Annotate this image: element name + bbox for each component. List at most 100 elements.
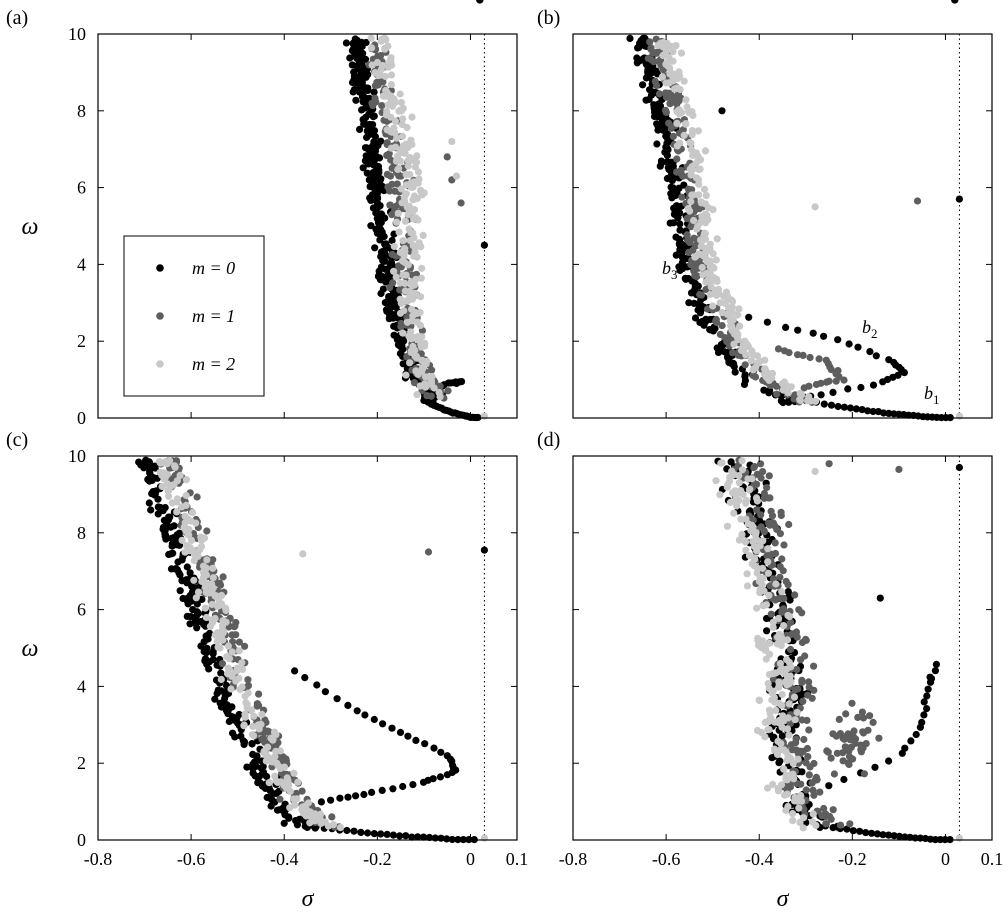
data-point — [646, 86, 654, 94]
data-point — [772, 382, 781, 390]
data-point — [216, 579, 224, 587]
data-point — [300, 808, 308, 817]
data-point — [655, 90, 664, 98]
data-point — [304, 799, 312, 807]
data-point — [381, 34, 389, 42]
data-point — [798, 678, 806, 687]
data-point — [200, 534, 209, 542]
data-point — [255, 721, 263, 730]
x-tick-label: 0.1 — [506, 849, 529, 869]
data-point — [367, 196, 375, 204]
data-point — [368, 174, 376, 183]
data-point — [317, 798, 325, 806]
data-point — [218, 591, 226, 600]
axes-frame — [97, 33, 518, 419]
data-point — [379, 720, 387, 728]
data-point — [690, 234, 698, 242]
data-point — [753, 604, 761, 612]
data-point — [214, 686, 222, 694]
data-point — [662, 79, 670, 87]
data-point — [408, 113, 416, 121]
data-point — [269, 736, 277, 744]
data-point — [859, 714, 868, 722]
legend-marker — [156, 312, 164, 320]
data-point — [409, 229, 417, 237]
data-point — [840, 376, 848, 384]
data-point — [253, 702, 261, 710]
data-point — [401, 199, 409, 207]
data-point — [693, 225, 701, 233]
data-point — [955, 412, 964, 420]
data-point — [452, 379, 461, 387]
data-point — [430, 384, 438, 392]
data-point — [396, 157, 404, 165]
data-point — [692, 160, 700, 168]
data-point — [395, 228, 403, 236]
data-point — [397, 98, 405, 107]
data-point — [809, 786, 817, 794]
data-point — [765, 639, 774, 647]
data-point — [410, 252, 418, 260]
data-point — [369, 113, 377, 121]
data-point — [267, 802, 275, 810]
data-point — [352, 43, 360, 51]
data-point — [876, 594, 884, 602]
data-point — [158, 471, 166, 479]
data-point — [415, 239, 423, 247]
data-point — [437, 748, 445, 756]
data-point — [667, 190, 675, 198]
data-point — [404, 732, 412, 740]
data-point — [412, 736, 420, 745]
data-point — [291, 667, 299, 675]
data-point — [805, 726, 813, 734]
data-point — [738, 457, 746, 465]
data-point — [765, 551, 773, 559]
data-point — [396, 279, 404, 287]
data-point — [782, 323, 790, 331]
data-point — [827, 366, 835, 374]
data-point — [738, 530, 746, 539]
data-point — [359, 66, 367, 74]
data-point — [795, 804, 803, 812]
data-point — [776, 746, 784, 754]
data-point — [709, 206, 717, 214]
data-point — [394, 165, 402, 174]
data-point — [778, 608, 786, 616]
data-point — [423, 357, 431, 365]
data-point — [822, 820, 830, 828]
data-point — [394, 209, 402, 217]
data-point — [955, 463, 964, 472]
data-point — [712, 477, 720, 485]
data-point — [148, 490, 156, 498]
data-point — [187, 536, 196, 545]
data-point — [791, 716, 799, 724]
data-point — [756, 586, 764, 594]
data-point — [392, 202, 400, 211]
data-point — [798, 716, 806, 724]
data-point — [396, 146, 405, 154]
data-point — [406, 170, 414, 179]
data-point — [811, 776, 819, 784]
data-point — [653, 140, 661, 148]
data-point — [753, 497, 762, 505]
data-point — [676, 85, 684, 94]
panel-d: -0.8 -0.6 -0.4 -0.2 0 0.1 σ (d) — [537, 0, 1003, 912]
data-point — [167, 550, 175, 558]
data-point — [670, 85, 679, 93]
legend-marker — [156, 360, 164, 368]
data-point — [866, 348, 874, 356]
data-point — [407, 183, 415, 192]
data-point — [687, 197, 695, 206]
data-point — [208, 616, 216, 624]
data-point — [367, 34, 375, 42]
data-point — [785, 731, 793, 739]
data-point — [419, 778, 428, 786]
data-point — [413, 152, 421, 160]
data-point — [400, 193, 408, 201]
data-point — [812, 380, 821, 389]
data-point — [399, 237, 407, 245]
data-point — [301, 674, 309, 682]
data-point — [756, 542, 764, 550]
y-tick-label: 6 — [77, 178, 86, 198]
